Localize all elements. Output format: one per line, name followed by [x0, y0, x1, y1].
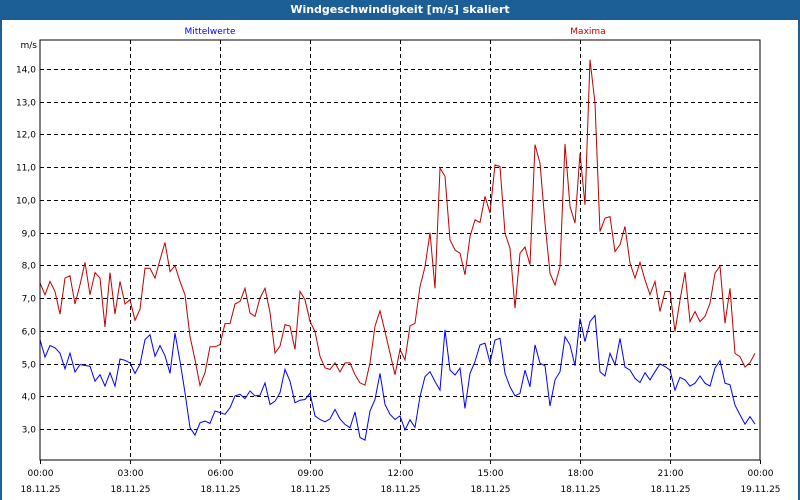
x-tick-time: 00:00 [28, 469, 54, 479]
y-tick-label: 8,0 [22, 262, 37, 272]
window-border-right [798, 20, 800, 500]
x-tick-date: 18.11.25 [20, 485, 60, 495]
y-tick-label: 11,0 [16, 164, 36, 174]
x-tick-date: 18.11.25 [110, 485, 150, 495]
x-tick-time: 12:00 [388, 469, 414, 479]
y-tick-label: 13,0 [16, 99, 36, 109]
y-tick-label: 7,0 [22, 295, 37, 305]
y-tick-label: 5,0 [22, 361, 37, 371]
window-title: Windgeschwindigkeit [m/s] skaliert [0, 0, 800, 20]
y-tick-label: 9,0 [22, 230, 37, 240]
series-line-mittelwerte [39, 314, 756, 441]
y-tick-label: 6,0 [22, 328, 37, 338]
x-tick-time: 00:00 [748, 469, 774, 479]
x-tick-date: 19.11.25 [740, 485, 780, 495]
x-tick-date: 18.11.25 [290, 485, 330, 495]
x-tick-time: 09:00 [298, 469, 324, 479]
x-tick-date: 18.11.25 [470, 485, 510, 495]
y-tick-label: 4,0 [22, 393, 37, 403]
x-tick-date: 18.11.25 [380, 485, 420, 495]
x-tick-time: 21:00 [658, 469, 684, 479]
x-tick-time: 03:00 [118, 469, 144, 479]
legend-mittelwerte: Mittelwerte [184, 27, 235, 37]
x-tick-date: 18.11.25 [200, 485, 240, 495]
y-axis-unit: m/s [21, 41, 38, 51]
y-tick-label: 14,0 [16, 66, 36, 76]
x-tick-time: 15:00 [478, 469, 504, 479]
x-tick-time: 06:00 [208, 469, 234, 479]
series-line-maxima [39, 59, 756, 388]
y-tick-label: 3,0 [22, 426, 37, 436]
y-tick-label: 12,0 [16, 131, 36, 141]
x-tick-date: 18.11.25 [560, 485, 600, 495]
x-tick-date: 18.11.25 [650, 485, 690, 495]
plot-frame [39, 39, 761, 461]
x-tick-time: 18:00 [568, 469, 594, 479]
window-border-left [0, 20, 2, 500]
y-tick-label: 10,0 [16, 197, 36, 207]
legend-maxima: Maxima [570, 27, 605, 37]
